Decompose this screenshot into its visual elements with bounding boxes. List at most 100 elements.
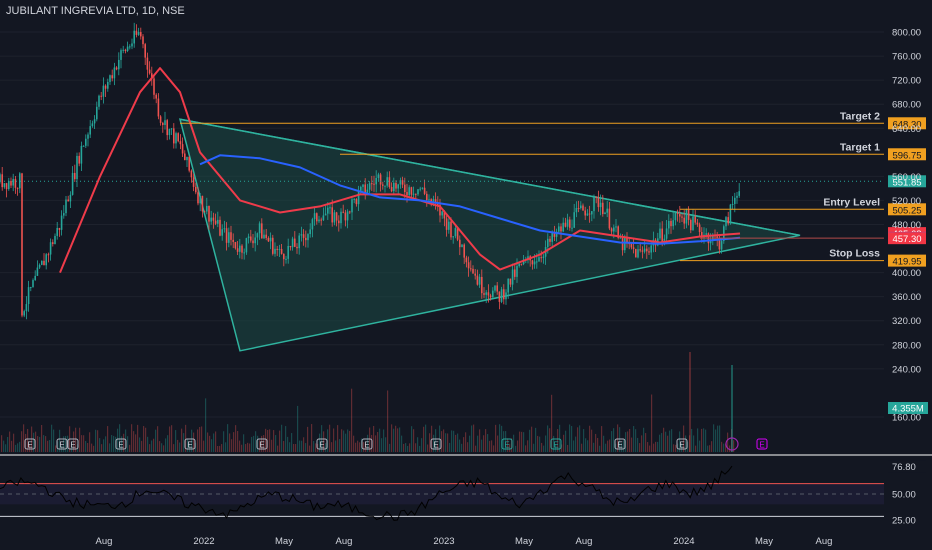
rsi-line — [0, 465, 733, 521]
candle-body — [302, 234, 305, 238]
volume-bar — [289, 442, 291, 452]
volume-bar — [87, 442, 89, 452]
y-tick-label: 680.00 — [892, 100, 921, 111]
candle-body — [547, 238, 549, 247]
flash-icon — [725, 437, 739, 451]
symbol-name: JUBILANT INGREVIA LTD — [6, 5, 136, 17]
future-earnings-text: E — [759, 441, 764, 450]
candle-body — [709, 240, 712, 244]
volume-bar — [353, 435, 355, 452]
candle-body — [177, 133, 179, 142]
candle-body — [663, 238, 666, 243]
earnings-marker-text: E — [617, 441, 622, 450]
volume-bar — [595, 433, 597, 452]
candle-body — [558, 226, 560, 232]
candle-body — [234, 241, 237, 249]
candle-body — [459, 239, 461, 248]
volume-tag-text: 4.355M — [892, 404, 924, 415]
volume-bar — [435, 429, 437, 452]
volume-bar — [247, 442, 249, 452]
candle-body — [575, 208, 578, 213]
candle-body — [696, 222, 699, 225]
volume-bar — [263, 435, 265, 452]
candle-body — [432, 199, 435, 202]
volume-bar — [405, 443, 407, 452]
candle-body — [608, 208, 611, 229]
volume-bar — [169, 426, 171, 452]
candle-body — [395, 182, 397, 189]
candle-body — [419, 188, 421, 190]
volume-bar — [201, 426, 203, 452]
candle-body — [109, 75, 111, 82]
candle-body — [412, 193, 415, 195]
candle-body — [287, 245, 289, 259]
volume-bar — [295, 444, 297, 452]
volume-bar — [359, 442, 361, 452]
candle-body — [540, 257, 542, 259]
candle-body — [388, 177, 391, 187]
rsi-tick-label: 50.00 — [892, 490, 916, 501]
candle-body — [331, 207, 333, 223]
volume-bar — [131, 424, 133, 452]
volume-bar — [105, 436, 107, 452]
candle-body — [450, 221, 452, 238]
volume-bar — [631, 437, 633, 452]
volume-bar — [299, 440, 301, 452]
candle-body — [340, 211, 342, 224]
volume-bar — [33, 432, 35, 452]
y-tick-label: 240.00 — [892, 364, 921, 375]
volume-bar — [597, 437, 599, 452]
volume-bar — [11, 440, 13, 452]
candle-body — [192, 177, 195, 187]
volume-bar — [219, 445, 221, 452]
candle-body — [32, 280, 34, 288]
candle-body — [300, 234, 303, 236]
candle-body — [135, 30, 138, 35]
candle-body — [322, 215, 325, 221]
candle-body — [219, 219, 221, 236]
candle-body — [5, 183, 8, 190]
candle-body — [661, 228, 663, 243]
volume-bar — [181, 428, 183, 452]
candle-body — [351, 199, 353, 213]
candle-body — [716, 236, 718, 239]
candle-body — [551, 232, 553, 242]
volume-bar — [705, 429, 707, 452]
candle-body — [349, 211, 351, 213]
volume-bar — [25, 433, 27, 452]
volume-bar — [85, 440, 87, 452]
candle-body — [410, 187, 413, 195]
candle-body — [54, 235, 56, 244]
candle-body — [291, 238, 294, 248]
volume-bars — [1, 388, 735, 452]
volume-bar — [465, 432, 467, 452]
candle-body — [734, 197, 736, 204]
candle-body — [197, 192, 199, 204]
candle-body — [296, 246, 298, 249]
candle-body — [324, 213, 327, 216]
volume-bar — [423, 426, 425, 452]
volume-bar — [259, 440, 261, 452]
candle-body — [454, 228, 457, 237]
volume-bar — [373, 425, 375, 452]
candle-body — [261, 223, 263, 239]
y-tick-label: 560.00 — [892, 172, 921, 183]
volume-bar — [449, 442, 451, 452]
volume-bar — [679, 431, 681, 452]
volume-bar — [699, 440, 701, 452]
candle-body — [131, 43, 133, 47]
volume-bar — [623, 440, 625, 452]
volume-bar — [455, 434, 457, 452]
volume-bar — [301, 440, 303, 452]
volume-bar — [103, 439, 105, 452]
volume-bar — [307, 426, 309, 452]
candle-body — [239, 245, 241, 252]
candle-body — [476, 275, 479, 285]
volume-bar — [367, 434, 369, 452]
volume-bar — [377, 431, 379, 452]
volume-bar — [517, 440, 519, 452]
volume-bar — [733, 440, 735, 452]
y-tick-label: 760.00 — [892, 52, 921, 63]
candle-body — [265, 234, 267, 239]
